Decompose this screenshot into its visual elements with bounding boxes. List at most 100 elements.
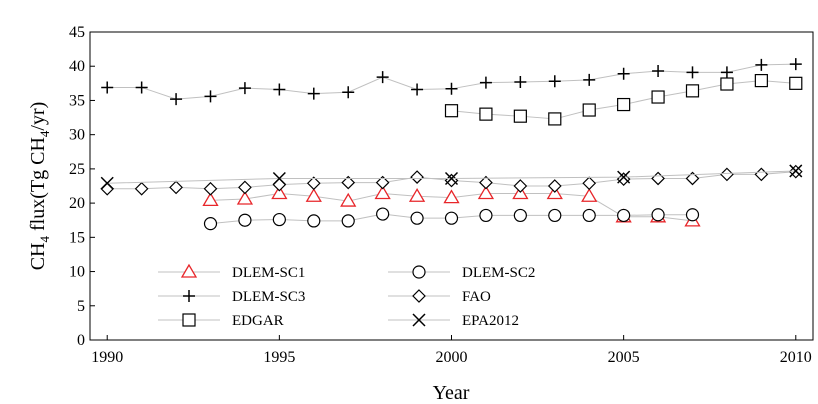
data-point-dlem-sc1	[340, 192, 357, 207]
data-point-dlem-sc3	[789, 58, 802, 71]
legend-marker-dlem-sc3	[183, 290, 195, 302]
data-point-dlem-sc1	[305, 187, 322, 202]
data-point-dlem-sc3	[720, 66, 733, 79]
data-point-dlem-sc3	[686, 66, 699, 79]
data-point-dlem-sc3	[204, 90, 217, 103]
data-point-edgar	[617, 97, 631, 112]
legend-item-dlem-sc2: DLEM-SC2	[388, 265, 535, 281]
x-axis-title: Year	[433, 382, 470, 404]
data-point-dlem-sc2	[685, 208, 700, 222]
y-axis-title-subscript: 4	[37, 235, 52, 242]
data-point-epa2012	[789, 164, 803, 178]
y-axis-title-subscript: 4	[37, 130, 52, 137]
x-tick-label: 2000	[436, 349, 468, 366]
series-layer	[100, 58, 803, 231]
data-point-dlem-sc1	[408, 187, 426, 202]
data-point-epa2012	[444, 171, 459, 186]
y-tick-label: 0	[77, 332, 85, 349]
data-point-dlem-sc2	[410, 211, 424, 225]
data-point-dlem-sc2	[651, 208, 665, 222]
y-tick-label: 45	[69, 24, 85, 41]
data-point-dlem-sc2	[307, 214, 321, 228]
data-point-dlem-sc3	[170, 93, 183, 106]
data-point-edgar	[444, 104, 459, 118]
data-point-fao	[479, 175, 493, 190]
data-point-dlem-sc2	[272, 212, 286, 227]
legend-item-edgar: EDGAR	[158, 313, 284, 329]
data-point-edgar	[582, 103, 596, 117]
data-point-dlem-sc1	[443, 189, 460, 204]
data-point-dlem-sc3	[514, 75, 527, 88]
y-tick-label: 40	[69, 58, 85, 75]
legend-label: DLEM-SC3	[232, 289, 305, 305]
axis-ticks: 0 5 10 15 20 25 30 35 40 45 1990 1995 2000 2005 2010	[69, 24, 812, 366]
legend-label: EDGAR	[232, 313, 284, 329]
data-point-dlem-sc3	[376, 71, 389, 84]
legend-item-fao: FAO	[388, 289, 491, 305]
data-point-dlem-sc2	[582, 208, 596, 223]
data-point-fao	[169, 180, 183, 195]
y-tick-label: 15	[69, 229, 85, 246]
data-point-dlem-sc1	[581, 187, 598, 202]
x-tick-label: 1990	[91, 349, 123, 366]
y-axis-title-part: CH	[27, 242, 49, 270]
x-tick-label: 2005	[608, 349, 640, 366]
data-point-edgar	[720, 77, 734, 91]
data-point-dlem-sc3	[342, 86, 355, 99]
data-point-dlem-sc2	[548, 208, 562, 223]
y-tick-label: 10	[69, 264, 85, 281]
data-point-dlem-sc1	[374, 185, 391, 200]
data-point-epa2012	[100, 176, 114, 190]
data-point-dlem-sc2	[444, 211, 459, 225]
data-point-dlem-sc3	[755, 58, 768, 71]
data-point-fao	[238, 180, 252, 195]
y-axis-title-part: /yr)	[27, 102, 49, 131]
legend-marker-fao	[412, 289, 426, 303]
data-point-edgar	[789, 76, 803, 90]
legend-label: DLEM-SC1	[232, 265, 305, 281]
data-point-edgar	[479, 107, 493, 121]
data-point-dlem-sc3	[479, 76, 492, 89]
y-tick-label: 35	[69, 92, 85, 109]
legend-item-dlem-sc3: DLEM-SC3	[158, 289, 305, 305]
data-point-dlem-sc2	[203, 217, 218, 231]
data-point-dlem-sc2	[341, 214, 355, 228]
data-point-dlem-sc1	[271, 185, 288, 200]
y-tick-label: 30	[69, 127, 85, 144]
legend-label: FAO	[462, 289, 491, 305]
data-point-epa2012	[272, 171, 286, 186]
legend-marker-epa2012	[412, 313, 426, 327]
series-dlem-sc3	[101, 58, 802, 106]
data-point-dlem-sc2	[513, 208, 527, 223]
data-point-dlem-sc3	[445, 82, 458, 95]
x-tick-label: 2010	[780, 349, 812, 366]
legend: DLEM-SC1 DLEM-SC2 DLEM-SC3 FAO EDGAR EPA2012	[158, 263, 535, 329]
data-point-fao	[375, 175, 390, 190]
data-point-fao	[134, 181, 149, 196]
data-point-dlem-sc3	[617, 67, 630, 80]
legend-item-epa2012: EPA2012	[388, 313, 519, 329]
y-tick-label: 25	[69, 161, 85, 178]
data-point-edgar	[685, 84, 700, 98]
data-point-dlem-sc3	[652, 65, 665, 78]
data-point-dlem-sc2	[617, 208, 631, 223]
data-point-fao	[203, 181, 218, 196]
data-point-dlem-sc2	[376, 207, 390, 221]
data-point-fao	[685, 171, 700, 186]
data-point-dlem-sc3	[307, 87, 320, 100]
data-point-dlem-sc3	[273, 83, 286, 96]
data-point-edgar	[754, 73, 768, 88]
data-point-fao	[582, 176, 597, 191]
data-point-dlem-sc3	[583, 73, 596, 86]
data-point-fao	[306, 176, 321, 191]
series-epa2012	[100, 164, 803, 190]
y-axis-title-part: flux(Tg CH	[27, 137, 49, 236]
legend-marker-edgar	[182, 313, 196, 327]
series-edgar	[444, 73, 803, 126]
y-axis-title: CH4 flux(Tg CH4/yr)	[27, 102, 52, 271]
legend-item-dlem-sc1: DLEM-SC1	[158, 263, 305, 281]
data-point-fao	[720, 167, 734, 182]
data-point-dlem-sc3	[101, 81, 114, 94]
series-dlem-sc2	[203, 207, 700, 231]
